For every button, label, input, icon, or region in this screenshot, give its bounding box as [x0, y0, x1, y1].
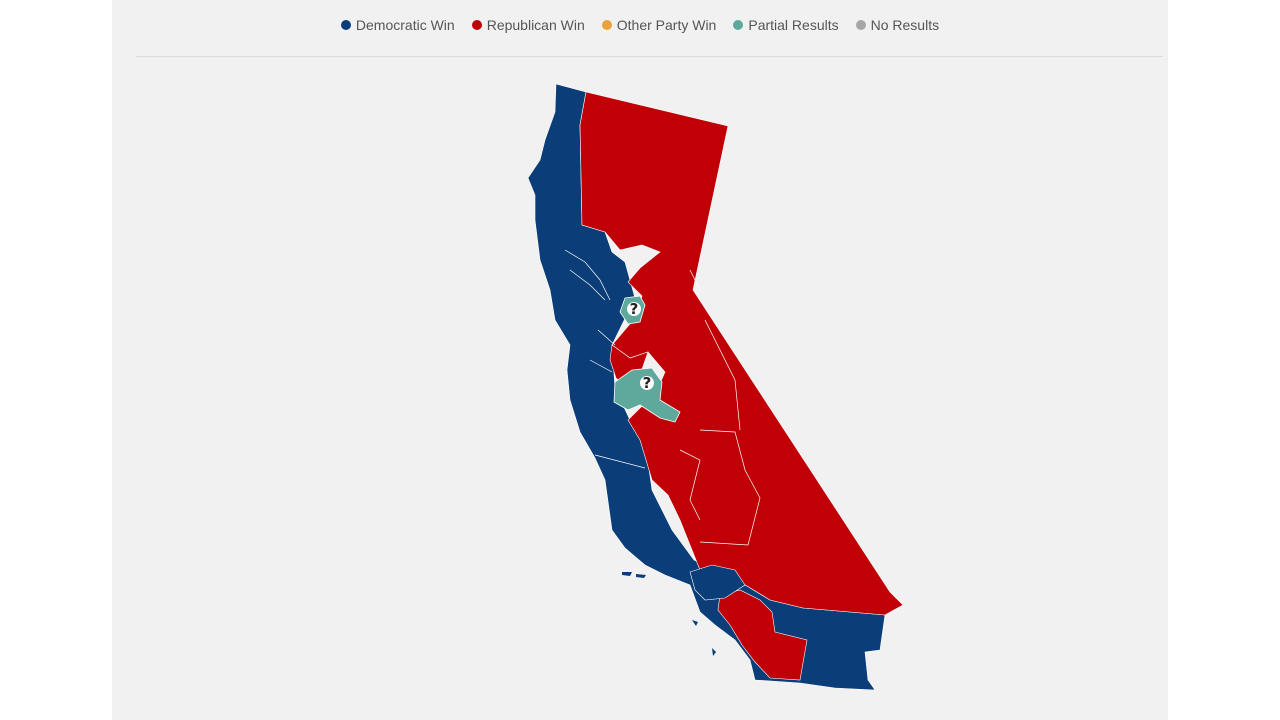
channel-island [622, 572, 632, 576]
legend-item-democratic[interactable]: Democratic Win [340, 17, 455, 33]
district-republican-orange-county[interactable] [717, 589, 808, 681]
district-republican-north-east[interactable] [579, 91, 904, 616]
legend-item-partial[interactable]: Partial Results [733, 17, 839, 33]
legend-label: Other Party Win [616, 17, 717, 33]
legend: Democratic Win Republican Win Other Part… [112, 17, 1168, 33]
democratic-dot-icon [340, 20, 351, 30]
legend-label: Republican Win [486, 17, 585, 33]
legend-item-republican[interactable]: Republican Win [471, 17, 585, 33]
other-party-dot-icon [601, 20, 612, 30]
legend-label: Partial Results [748, 17, 839, 33]
partial-marker-icon [627, 302, 641, 316]
legend-item-no-results[interactable]: No Results [855, 17, 940, 33]
district-partial-central-valley[interactable] [613, 367, 681, 423]
partial-marker: ? [630, 300, 639, 318]
channel-island [636, 574, 646, 578]
legend-label: No Results [870, 17, 940, 33]
partial-marker-icon [640, 376, 654, 390]
district-boundaries [564, 249, 761, 546]
partial-marker: ? [643, 374, 652, 392]
channel-island [712, 648, 716, 656]
republican-dot-icon [471, 20, 482, 30]
legend-label: Democratic Win [355, 17, 455, 33]
legend-item-other-party[interactable]: Other Party Win [601, 17, 717, 33]
partial-dot-icon [733, 20, 744, 30]
district-democratic-la[interactable] [689, 564, 746, 601]
channel-island [692, 620, 698, 626]
legend-divider [136, 56, 1163, 57]
no-results-dot-icon [855, 20, 866, 30]
